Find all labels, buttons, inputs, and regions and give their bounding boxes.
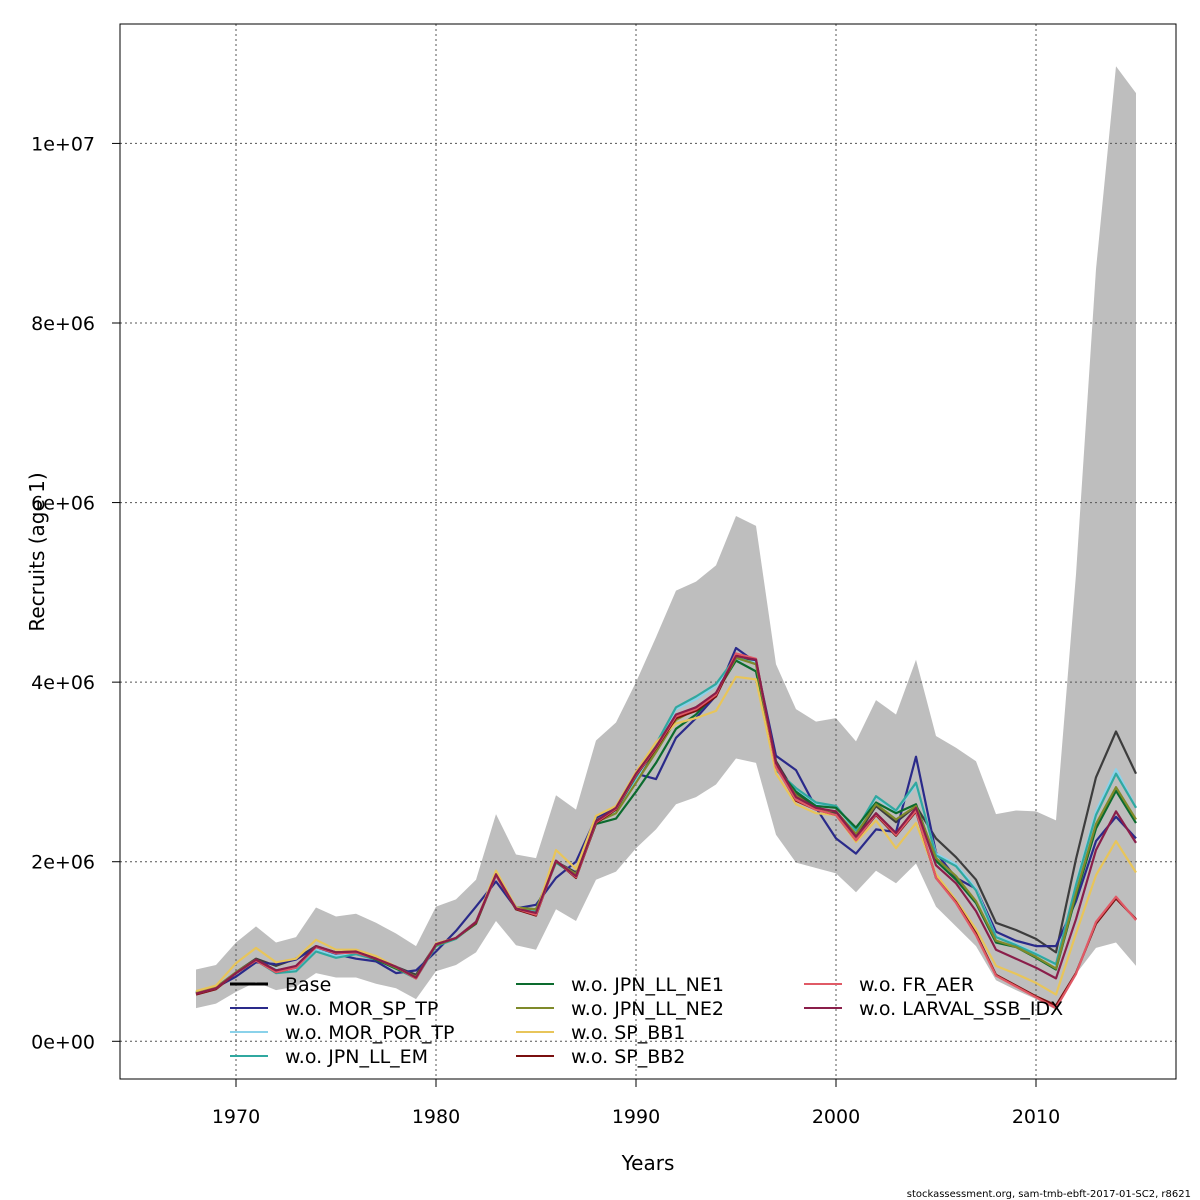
y-axis-title: Recruits (age 1) <box>25 472 49 631</box>
confidence-band <box>196 66 1136 1010</box>
footer-credit: stockassessment.org, sam-tmb-ebft-2017-0… <box>907 1189 1191 1200</box>
legend-label-w-o-jpn-ll-em: w.o. JPN_LL_EM <box>285 1046 428 1068</box>
legend-label-w-o-jpn-ll-ne2: w.o. JPN_LL_NE2 <box>571 998 724 1020</box>
y-tick-label-0: 0e+00 <box>31 1031 95 1053</box>
x-tick-label-1970: 1970 <box>212 1106 260 1128</box>
axis-layer: 1970 1980 1990 2000 2010 0e+00 2e+06 4e+06 6e+06… <box>31 133 1060 1128</box>
legend-label-base: Base <box>285 974 331 996</box>
y-tick-label-2: 4e+06 <box>31 672 95 694</box>
y-tick-label-5: 1e+07 <box>31 133 95 155</box>
x-tick-label-2000: 2000 <box>812 1106 860 1128</box>
series-layer <box>195 646 1137 1010</box>
legend-label-w-o-sp-bb2: w.o. SP_BB2 <box>571 1046 685 1068</box>
grid-layer <box>120 24 1176 1079</box>
legend-label-w-o-fr-aer: w.o. FR_AER <box>859 974 974 996</box>
y-tick-label-3: 6e+06 <box>31 493 95 515</box>
y-tick-label-1: 2e+06 <box>31 852 95 874</box>
confidence-band-layer <box>196 66 1136 1010</box>
legend-label-w-o-larval-ssb-idx: w.o. LARVAL_SSB_IDX <box>859 998 1063 1020</box>
legend-label-w-o-mor-sp-tp: w.o. MOR_SP_TP <box>285 998 438 1020</box>
legend-label-w-o-mor-por-tp: w.o. MOR_POR_TP <box>285 1022 454 1044</box>
x-tick-label-1980: 1980 <box>412 1106 460 1128</box>
legend-label-w-o-jpn-ll-ne1: w.o. JPN_LL_NE1 <box>571 974 724 996</box>
legend-label-w-o-sp-bb1: w.o. SP_BB1 <box>571 1022 685 1044</box>
x-tick-label-1990: 1990 <box>612 1106 660 1128</box>
y-tick-label-4: 8e+06 <box>31 313 95 335</box>
series-line-w-o-jpn-ll-em <box>195 655 1137 994</box>
x-axis-title: Years <box>621 1151 675 1175</box>
series-line-w-o-larval-ssb-idx <box>195 654 1137 995</box>
x-tick-label-2010: 2010 <box>1012 1106 1060 1128</box>
plot-frame <box>119 23 1177 1080</box>
